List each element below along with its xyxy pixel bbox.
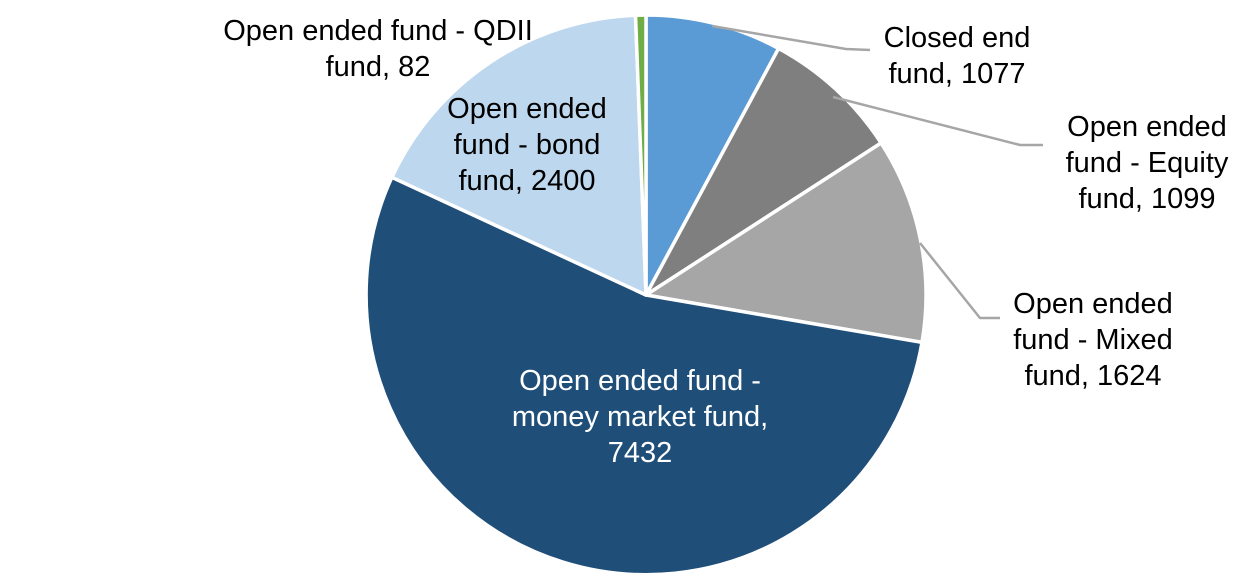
data-label-bond-fund: Open ended fund - bond fund, 2400 bbox=[447, 93, 607, 197]
data-label-equity-fund: Open ended fund - Equity fund, 1099 bbox=[1065, 111, 1229, 215]
pie-slice-closed-end-fund bbox=[644, 13, 781, 297]
leader-line-open-ended-fund-equity-fund bbox=[832, 95, 1043, 147]
pie-slice-open-ended-fund-qdii-fund bbox=[633, 13, 648, 297]
data-label-closed-end-fund: Closed end fund, 1077 bbox=[883, 22, 1031, 90]
leader-line-closed-end-fund bbox=[711, 24, 871, 52]
pie-slice-open-ended-fund-bond-fund bbox=[390, 13, 648, 297]
data-label-money-market-fund: Open ended fund - money market fund, 743… bbox=[511, 365, 769, 469]
leader-line-open-ended-fund-mixed-fund bbox=[919, 242, 1000, 320]
data-label-mixed-fund: Open ended fund - Mixed fund, 1624 bbox=[1013, 288, 1173, 392]
pie-slice-open-ended-fund-mixed-fund bbox=[644, 141, 928, 345]
pie-slice-open-ended-fund-equity-fund bbox=[644, 46, 883, 297]
data-label-qdii-fund: Open ended fund - QDII fund, 82 bbox=[223, 15, 533, 83]
pie-slice-open-ended-fund-money-market-fund bbox=[364, 175, 924, 577]
